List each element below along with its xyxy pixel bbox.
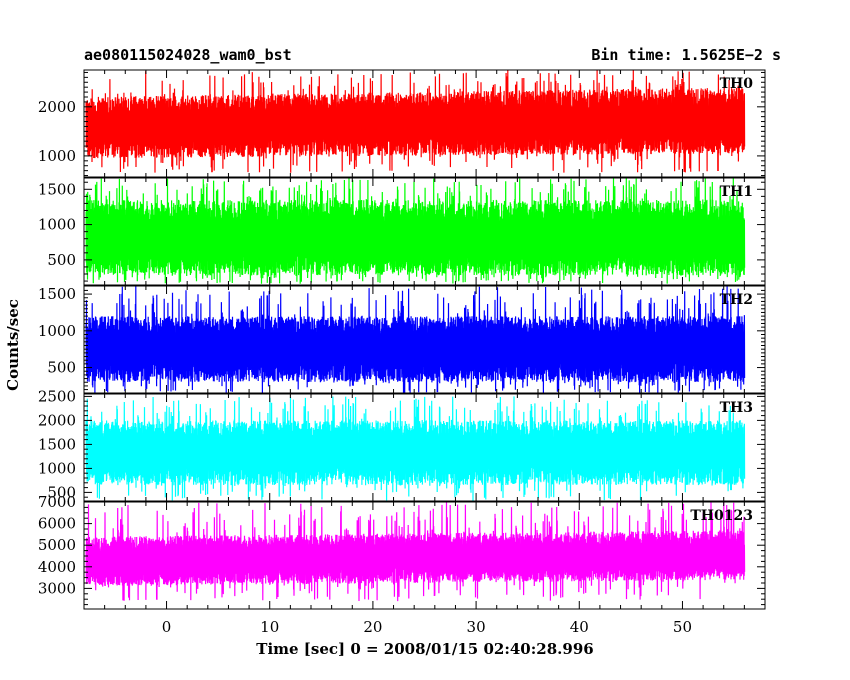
series-line-th3 bbox=[85, 396, 746, 502]
y-tick-label: 2000 bbox=[38, 98, 76, 116]
panel-th0: 1000 2000 TH0 bbox=[38, 69, 766, 178]
chart-title: ae080115024028_wam0_bst bbox=[84, 46, 292, 64]
y-tick-label: 5000 bbox=[38, 536, 76, 554]
y-tick-label: 1500 bbox=[38, 180, 76, 198]
series-line-th1 bbox=[85, 178, 746, 284]
panel-name-label: TH0123 bbox=[690, 508, 753, 524]
panel-name-label: TH3 bbox=[720, 400, 753, 416]
y-tick-label: 7000 bbox=[38, 493, 76, 511]
series-line-th0 bbox=[85, 70, 746, 173]
y-tick-label: 1000 bbox=[38, 216, 76, 234]
y-tick-label: 500 bbox=[47, 359, 76, 377]
y-tick-label: 4000 bbox=[38, 558, 76, 576]
panel-th1: 500 1000 1500 TH1 bbox=[38, 177, 766, 286]
x-tick-label: 0 bbox=[162, 618, 172, 636]
x-tick-label: 30 bbox=[467, 618, 486, 636]
x-tick-label: 40 bbox=[570, 618, 589, 636]
panel-frame bbox=[83, 393, 766, 502]
series-line-th2 bbox=[85, 286, 746, 394]
panel-th0123: 3000 4000 5000 6000 7000 TH0123 bbox=[38, 493, 766, 610]
y-tick-label: 3000 bbox=[38, 579, 76, 597]
x-tick-label: 10 bbox=[260, 618, 279, 636]
series-line-th0123 bbox=[85, 502, 746, 602]
y-tick-label: 1500 bbox=[38, 285, 76, 303]
x-axis-label: Time [sec] 0 = 2008/01/15 02:40:28.996 bbox=[256, 640, 593, 658]
panel-th3: 500 1000 1500 2000 2500 TH3 bbox=[38, 387, 766, 502]
y-tick-label: 500 bbox=[47, 483, 76, 501]
panel-th2: 500 1000 1500 TH2 bbox=[38, 285, 766, 394]
x-tick-label: 20 bbox=[363, 618, 382, 636]
bin-time-label: Bin time: 1.5625E−2 s bbox=[591, 46, 781, 64]
x-tick-label: 50 bbox=[673, 618, 692, 636]
y-tick-label: 1000 bbox=[38, 322, 76, 340]
panel-name-label: TH0 bbox=[720, 76, 754, 92]
y-tick-label: 6000 bbox=[38, 515, 76, 533]
panel-frame bbox=[83, 285, 766, 394]
y-axis-label: Counts/sec bbox=[4, 299, 22, 391]
y-tick-label: 1500 bbox=[38, 435, 76, 453]
y-tick-label: 1000 bbox=[38, 459, 76, 477]
panel-name-label: TH2 bbox=[720, 292, 753, 308]
y-tick-label: 2500 bbox=[38, 387, 76, 405]
panel-frame bbox=[83, 69, 766, 178]
y-tick-label: 1000 bbox=[38, 147, 76, 165]
y-tick-label: 500 bbox=[47, 251, 76, 269]
y-tick-label: 2000 bbox=[38, 411, 76, 429]
panel-name-label: TH1 bbox=[720, 184, 753, 200]
